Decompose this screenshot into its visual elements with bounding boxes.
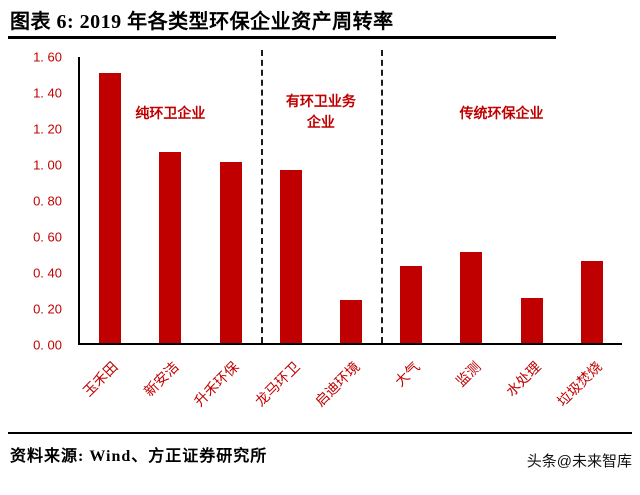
bar-启迪环境 bbox=[339, 300, 362, 343]
bar-垃圾焚烧 bbox=[580, 260, 603, 343]
y-tick-label: 0. 00 bbox=[33, 337, 62, 353]
bar-slot bbox=[381, 57, 441, 343]
bar-龙马环卫 bbox=[279, 169, 302, 343]
footer-divider bbox=[8, 432, 632, 434]
bar-slot bbox=[80, 57, 140, 343]
bar-玉禾田 bbox=[99, 73, 122, 343]
bar-slot bbox=[562, 57, 622, 343]
y-tick-label: 0. 80 bbox=[33, 193, 62, 209]
x-tick-label: 监测 bbox=[452, 358, 484, 390]
y-tick-label: 1. 60 bbox=[33, 49, 62, 65]
bar-监测 bbox=[460, 251, 483, 343]
y-tick-label: 1. 40 bbox=[33, 85, 62, 101]
bar-slot bbox=[441, 57, 501, 343]
title-underline bbox=[8, 36, 556, 39]
group-label: 传统环保企业 bbox=[459, 104, 544, 121]
x-tick-label: 垃圾焚烧 bbox=[553, 358, 605, 410]
x-tick-label: 升禾环保 bbox=[190, 358, 242, 410]
x-tick-label: 大气 bbox=[392, 358, 424, 390]
bar-slot bbox=[261, 57, 321, 343]
y-tick-label: 1. 00 bbox=[33, 157, 62, 173]
x-tick-label: 玉禾田 bbox=[79, 358, 121, 400]
bar-slot bbox=[200, 57, 260, 343]
y-tick-label: 0. 40 bbox=[33, 265, 62, 281]
y-tick-label: 0. 60 bbox=[33, 229, 62, 245]
watermark-text: 头条@未来智库 bbox=[526, 453, 632, 470]
y-axis-labels: 0. 00 0. 20 0. 40 0. 60 0. 80 1. 00 1. 20 1. 40… bbox=[0, 50, 70, 353]
source-text: 资料来源: Wind、方正证券研究所 bbox=[10, 448, 268, 465]
bars-container bbox=[80, 57, 622, 343]
y-tick-label: 1. 20 bbox=[33, 121, 62, 137]
bar-升禾环保 bbox=[219, 162, 242, 343]
x-tick-label: 新安洁 bbox=[140, 358, 182, 400]
group-label: 有环卫业务 企业 bbox=[285, 93, 356, 131]
bar-slot bbox=[140, 57, 200, 343]
bar-新安洁 bbox=[159, 151, 182, 343]
x-tick-label: 启迪环境 bbox=[311, 358, 363, 410]
bar-大气 bbox=[400, 266, 423, 343]
group-divider bbox=[381, 50, 384, 343]
bar-slot bbox=[321, 57, 381, 343]
group-divider bbox=[260, 50, 263, 343]
bar-水处理 bbox=[520, 298, 543, 343]
bar-slot bbox=[502, 57, 562, 343]
group-label: 纯环卫企业 bbox=[135, 104, 206, 121]
y-tick-label: 0. 20 bbox=[33, 301, 62, 317]
x-tick-label: 水处理 bbox=[503, 358, 545, 400]
x-tick-label: 龙马环卫 bbox=[251, 358, 303, 410]
chart-title: 图表 6: 2019 年各类型环保企业资产周转率 bbox=[10, 11, 394, 33]
plot-area: 纯环卫企业 有环卫业务 企业 传统环保企业 bbox=[78, 50, 622, 345]
